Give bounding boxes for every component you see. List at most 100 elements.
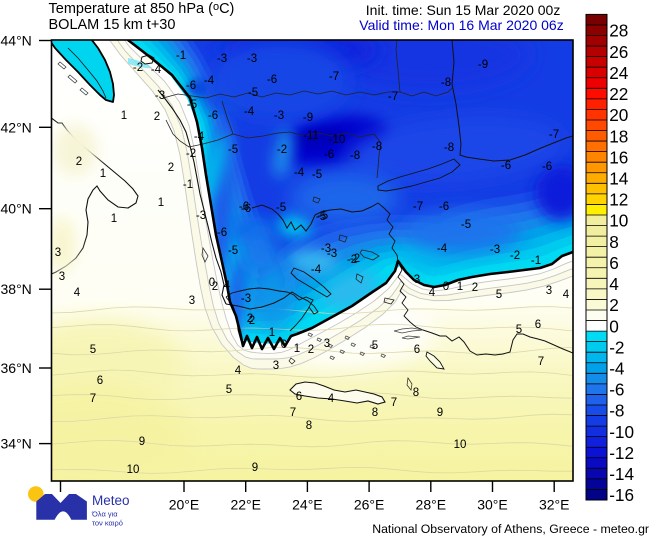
- svg-text:-3: -3: [241, 293, 251, 305]
- svg-text:-3: -3: [321, 243, 331, 255]
- svg-text:10: 10: [127, 464, 140, 476]
- svg-text:-3: -3: [247, 53, 257, 65]
- svg-text:22°E: 22°E: [230, 497, 261, 513]
- svg-text:2: 2: [168, 162, 174, 174]
- svg-text:-1: -1: [531, 255, 541, 267]
- svg-text:-5: -5: [276, 202, 286, 214]
- svg-text:-4: -4: [311, 264, 322, 276]
- svg-text:-6: -6: [501, 160, 511, 172]
- svg-text:44°N: 44°N: [1, 33, 32, 49]
- svg-text:16: 16: [609, 147, 628, 167]
- svg-text:-10: -10: [329, 134, 346, 146]
- svg-text:1: 1: [111, 213, 117, 225]
- svg-text:-4: -4: [244, 106, 255, 118]
- svg-text:-7: -7: [329, 71, 339, 83]
- svg-text:-7: -7: [388, 91, 398, 103]
- svg-text:34°N: 34°N: [1, 436, 32, 452]
- svg-text:-5: -5: [312, 169, 322, 181]
- svg-text:1: 1: [269, 327, 275, 339]
- svg-text:38°N: 38°N: [1, 281, 32, 297]
- svg-text:5: 5: [226, 384, 232, 396]
- svg-text:3: 3: [189, 295, 195, 307]
- svg-text:-4: -4: [294, 167, 305, 179]
- svg-text:-6: -6: [439, 201, 449, 213]
- svg-text:-4: -4: [609, 359, 625, 379]
- svg-text:1: 1: [121, 110, 127, 122]
- svg-text:-2: -2: [133, 62, 143, 74]
- svg-text:2: 2: [154, 111, 160, 123]
- svg-text:9: 9: [139, 436, 145, 448]
- svg-text:-9: -9: [303, 112, 313, 124]
- svg-text:2: 2: [472, 282, 478, 294]
- svg-text:2: 2: [609, 295, 619, 315]
- svg-text:-6: -6: [241, 203, 251, 215]
- svg-text:3: 3: [414, 274, 420, 286]
- svg-text:-8: -8: [444, 142, 454, 154]
- svg-text:2: 2: [212, 281, 218, 293]
- svg-text:0: 0: [609, 316, 619, 336]
- svg-text:-3: -3: [274, 110, 284, 122]
- svg-text:9: 9: [437, 407, 443, 419]
- svg-text:-8: -8: [350, 150, 360, 162]
- svg-text:4: 4: [74, 287, 81, 299]
- svg-text:2: 2: [76, 156, 82, 168]
- svg-text:4: 4: [609, 274, 619, 294]
- svg-text:3: 3: [59, 271, 65, 283]
- svg-text:4: 4: [563, 289, 570, 301]
- svg-text:20: 20: [609, 105, 628, 125]
- svg-text:-6: -6: [208, 110, 218, 122]
- svg-text:Όλα για: Όλα για: [91, 510, 118, 519]
- svg-text:6: 6: [97, 375, 103, 387]
- svg-text:-6: -6: [186, 80, 196, 92]
- svg-text:42°N: 42°N: [1, 119, 32, 135]
- svg-text:-6: -6: [217, 227, 227, 239]
- svg-text:36°N: 36°N: [1, 360, 32, 376]
- svg-text:-9: -9: [478, 59, 488, 71]
- svg-text:5: 5: [516, 324, 522, 336]
- svg-text:10: 10: [609, 211, 628, 231]
- svg-text:τον καιρό: τον καιρό: [92, 519, 123, 528]
- svg-text:20°E: 20°E: [169, 497, 200, 513]
- svg-text:-2: -2: [277, 144, 287, 156]
- svg-text:28°E: 28°E: [416, 497, 447, 513]
- svg-text:-4: -4: [194, 131, 205, 143]
- svg-text:Meteo: Meteo: [92, 493, 130, 508]
- svg-text:5: 5: [372, 340, 378, 352]
- svg-text:3: 3: [55, 247, 61, 259]
- svg-text:-5: -5: [228, 245, 238, 257]
- svg-text:8: 8: [306, 420, 312, 432]
- svg-text:-1: -1: [183, 179, 193, 191]
- svg-text:8: 8: [609, 232, 619, 252]
- svg-text:-4: -4: [151, 64, 162, 76]
- svg-text:1: 1: [294, 343, 300, 355]
- svg-text:6: 6: [535, 319, 541, 331]
- svg-text:6: 6: [609, 253, 619, 273]
- svg-text:-8: -8: [441, 77, 451, 89]
- svg-text:14: 14: [609, 169, 629, 189]
- svg-text:-11: -11: [303, 130, 319, 142]
- svg-text:24: 24: [609, 63, 629, 83]
- svg-text:-6: -6: [239, 201, 249, 213]
- svg-text:-4: -4: [204, 75, 215, 87]
- svg-text:-5: -5: [318, 210, 328, 222]
- svg-text:9: 9: [252, 462, 258, 474]
- svg-text:32°E: 32°E: [539, 497, 570, 513]
- svg-text:12: 12: [609, 190, 628, 210]
- svg-text:2: 2: [249, 315, 255, 327]
- svg-text:-10: -10: [609, 422, 634, 442]
- svg-text:4: 4: [429, 287, 436, 299]
- svg-text:0: 0: [209, 277, 215, 289]
- svg-text:-2: -2: [186, 148, 196, 160]
- svg-text:-12: -12: [609, 443, 634, 463]
- svg-text:-8: -8: [372, 141, 382, 153]
- svg-text:-6: -6: [609, 380, 624, 400]
- svg-text:3: 3: [546, 285, 552, 297]
- svg-text:-6: -6: [542, 161, 552, 173]
- svg-text:18: 18: [609, 126, 628, 146]
- svg-text:-3: -3: [155, 90, 165, 102]
- svg-text:-7: -7: [413, 201, 423, 213]
- svg-text:1: 1: [457, 281, 463, 293]
- svg-text:26: 26: [609, 42, 628, 62]
- svg-text:4: 4: [328, 393, 335, 405]
- svg-text:1: 1: [100, 168, 106, 180]
